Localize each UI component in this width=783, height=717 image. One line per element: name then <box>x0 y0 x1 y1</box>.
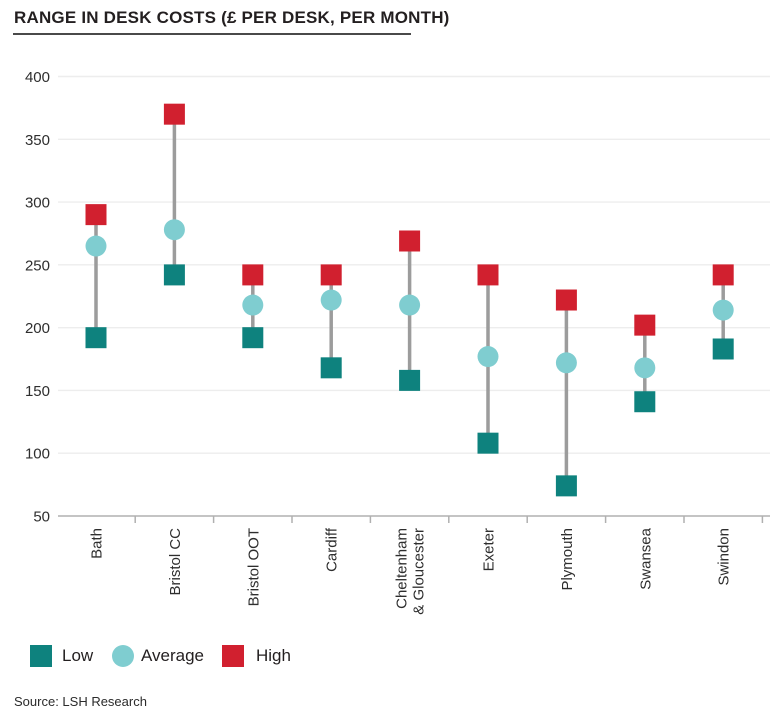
average-marker <box>555 352 577 374</box>
category-column-cheltenham <box>399 230 421 391</box>
title-underline <box>13 33 411 35</box>
low-marker <box>85 327 107 349</box>
y-axis-tick-label: 150 <box>25 383 50 400</box>
y-axis-tick-label: 300 <box>25 195 50 212</box>
average-marker <box>163 219 185 241</box>
average-marker <box>85 235 107 257</box>
x-axis-label: Cheltenham& Gloucester <box>394 528 428 615</box>
chart-title: RANGE IN DESK COSTS (£ PER DESK, PER MON… <box>14 8 450 27</box>
x-axis-label: Exeter <box>481 528 498 571</box>
low-marker <box>634 391 656 413</box>
source-note: Source: LSH Research <box>14 694 147 709</box>
y-axis-tick-label: 50 <box>33 509 50 526</box>
low-marker <box>163 264 185 286</box>
high-marker <box>555 289 577 311</box>
y-axis-tick-label: 200 <box>25 320 50 337</box>
category-column-bath <box>85 204 107 349</box>
average-marker <box>399 294 421 316</box>
category-column-bristol-cc <box>163 103 185 286</box>
high-marker <box>320 264 342 286</box>
x-axis-label: Plymouth <box>559 528 576 591</box>
high-marker <box>477 264 499 286</box>
low-marker <box>477 432 499 454</box>
category-column-swansea <box>634 314 656 413</box>
high-marker <box>634 314 656 336</box>
y-axis-tick-label: 250 <box>25 257 50 274</box>
range-dumbbell-chart: 400 350 300 250 200 150 100 50 Bath Bristol CC Bri… <box>25 69 770 615</box>
legend-low-swatch-icon <box>30 645 52 667</box>
x-axis-label: Cardiff <box>324 527 341 572</box>
average-marker <box>242 294 264 316</box>
category-column-cardiff <box>320 264 342 379</box>
x-axis-label: Bristol OOT <box>245 528 262 606</box>
high-marker <box>163 103 185 125</box>
low-marker <box>242 327 264 349</box>
category-column-bristol-oot <box>242 264 264 349</box>
x-axis-label: Swansea <box>637 527 654 589</box>
average-marker <box>712 299 734 321</box>
y-axis-tick-label: 100 <box>25 446 50 463</box>
legend-low-label: Low <box>62 646 94 665</box>
category-column-plymouth <box>555 289 577 497</box>
average-marker <box>477 346 499 368</box>
x-axis-label: Bristol CC <box>167 528 184 596</box>
low-marker <box>399 369 421 391</box>
high-marker <box>712 264 734 286</box>
legend-average-label: Average <box>141 646 205 665</box>
y-axis-tick-label: 350 <box>25 132 50 149</box>
y-axis-tick-label: 400 <box>25 69 50 86</box>
low-marker <box>712 338 734 360</box>
category-column-swindon <box>712 264 734 360</box>
high-marker <box>399 230 421 252</box>
high-marker <box>85 204 107 226</box>
x-axis-label: Swindon <box>716 528 733 586</box>
legend-high-label: High <box>256 646 291 665</box>
low-marker <box>555 475 577 497</box>
high-marker <box>242 264 264 286</box>
low-marker <box>320 357 342 379</box>
x-axis-label: Bath <box>89 528 106 559</box>
average-marker <box>634 357 656 379</box>
category-column-exeter <box>477 264 499 454</box>
average-marker <box>320 289 342 311</box>
legend-high-swatch-icon <box>222 645 244 667</box>
legend-average-swatch-icon <box>112 645 134 667</box>
